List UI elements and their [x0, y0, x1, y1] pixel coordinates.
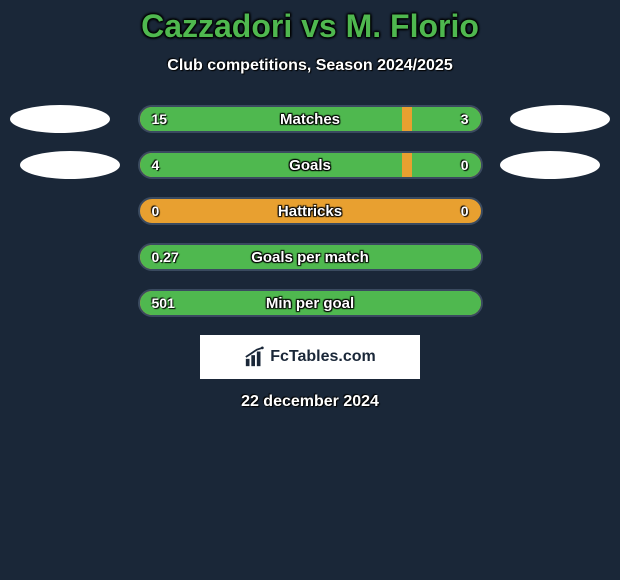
stat-row: Goals4 0 [0, 151, 620, 179]
stat-value-left: 501 [152, 295, 175, 311]
stats-area: Matches153Goals40Hattricks00Goals per ma… [0, 105, 620, 317]
stat-value-left: 0.27 [152, 249, 179, 265]
subtitle: Club competitions, Season 2024/2025 [0, 57, 620, 75]
brand-text: FcTables.com [270, 348, 376, 366]
stat-row: Matches15 3 [0, 105, 620, 133]
stat-value-right: 0 [461, 203, 469, 219]
stat-label: Hattricks [140, 199, 481, 223]
stat-value-left: 4 [152, 157, 160, 173]
stat-row: Hattricks0 0 [0, 197, 620, 225]
stat-value-left: 15 [152, 111, 168, 127]
stat-label: Goals per match [140, 245, 481, 269]
stat-bar: Min per goal501 [138, 289, 483, 317]
date-text: 22 december 2024 [0, 393, 620, 411]
stat-value-right: 0 [461, 157, 469, 173]
page-title: Cazzadori vs M. Florio [0, 8, 620, 45]
chart-icon [244, 346, 266, 368]
player-ellipse-right [500, 151, 600, 179]
stat-label: Goals [140, 153, 481, 177]
player-ellipse-right [510, 105, 610, 133]
main-container: Cazzadori vs M. Florio Club competitions… [0, 0, 620, 411]
stat-label: Min per goal [140, 291, 481, 315]
player-ellipse-left [10, 105, 110, 133]
stat-row: Min per goal501 [0, 289, 620, 317]
stat-bar: Goals4 0 [138, 151, 483, 179]
stat-row: Goals per match0.27 [0, 243, 620, 271]
stat-bar: Matches15 3 [138, 105, 483, 133]
brand-box: FcTables.com [200, 335, 420, 379]
player-ellipse-left [20, 151, 120, 179]
stat-bar: Hattricks0 0 [138, 197, 483, 225]
stat-value-left: 0 [152, 203, 160, 219]
stat-value-right: 3 [461, 111, 469, 127]
stat-label: Matches [140, 107, 481, 131]
stat-bar: Goals per match0.27 [138, 243, 483, 271]
